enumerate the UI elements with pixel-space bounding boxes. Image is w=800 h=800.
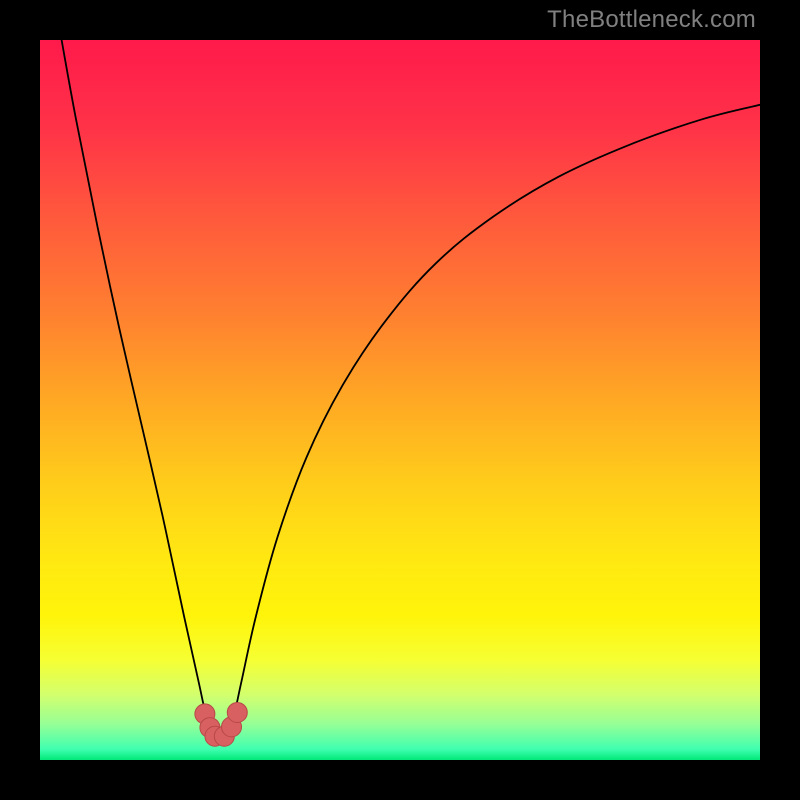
watermark-text: TheBottleneck.com bbox=[547, 6, 756, 34]
chart-svg bbox=[40, 40, 760, 760]
chart-plot-area bbox=[40, 40, 760, 760]
bottleneck-marker bbox=[227, 702, 247, 722]
chart-background bbox=[40, 40, 760, 760]
